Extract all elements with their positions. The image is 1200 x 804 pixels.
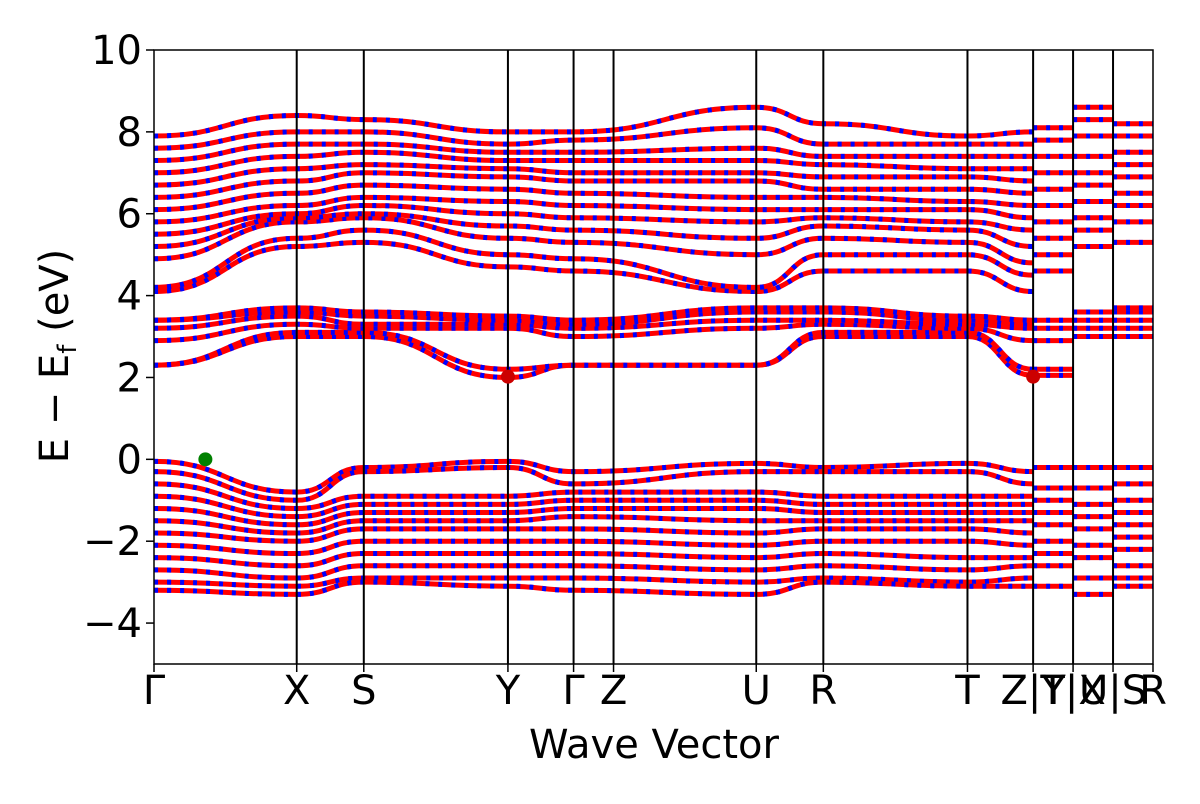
conduction-band-upper-9-down [153,149,1034,176]
x-tick-label: U|S [1079,668,1147,714]
conduction-band-upper-0-up [153,239,1034,295]
x-tick-label: Γ [143,668,166,714]
y-tick-label: 6 [117,192,142,238]
valence-band-8-down [153,550,1034,569]
plot-frame [153,49,1154,665]
conduction-band-upper-12-down [153,104,1034,139]
x-tick-label: X [283,668,310,714]
band-edge-markers [198,369,1041,467]
y-tick-label: 2 [117,355,142,401]
valence-band-6-down [153,526,1034,544]
x-tick-label: Z|Y [1000,668,1066,714]
valence-band-3-down [153,493,1034,520]
conduction-band-upper-2-down [153,215,1034,266]
y-tick-label: 4 [117,274,142,320]
kpoint-lines [295,50,1115,664]
conduction-band-lower-5-down [153,305,1034,323]
y-axis-label-subscript: f [53,344,83,354]
conduction-band-upper-10-down [153,141,1034,163]
valence-band-10-down [153,575,1034,589]
y-tick-label: −2 [83,519,142,565]
valence-band-9-down [153,563,1034,581]
conduction-band-upper-6-down [153,182,1034,213]
x-tick-label: T [954,668,980,714]
conduction-band-upper-11-down [153,125,1034,151]
y-axis-label: E − Ef (eV) [32,249,83,464]
conduction-band-upper-5-down [153,194,1034,225]
x-ticks: Γ X S Y Γ Z U R T Z|YT|XU|SR [143,664,1167,714]
y-tick-label: 8 [117,110,142,156]
conduction-band-lower-3-down [153,313,1034,331]
valence-band-5-down [153,514,1034,536]
conduction-band-upper-1-down [153,227,1034,290]
y-tick-label: 0 [117,437,142,483]
cbm-marker-1 [1026,369,1041,384]
x-tick-label: R [809,668,837,714]
valence-band-0-up [153,458,1034,495]
y-axis-label-main: E − E [32,354,78,464]
y-axis-label-unit: (eV) [32,249,78,345]
conduction-band-upper-0-down [153,239,1034,295]
x-tick-label: R [1139,668,1167,714]
conduction-band-upper-7-down [153,170,1034,200]
conduction-band-lower-0-up [153,333,1034,381]
valence-band-7-down [153,538,1034,557]
y-tick-label: −4 [83,601,142,647]
valence-band-11-down [153,579,1034,597]
conduction-band-upper-8-down [153,162,1034,188]
valence-band-4-down [153,505,1034,528]
plot-area-border [153,49,1154,665]
conduction-band-lower-0-down [153,333,1034,381]
x-axis-label: Wave Vector [529,722,780,768]
y-ticks: −4 −2 0 2 4 6 8 10 [83,28,154,647]
x-tick-label: T|X [1039,668,1105,714]
x-tick-label: Y [495,668,521,714]
svg-text:E − Ef (eV): E − Ef (eV) [32,249,83,464]
vbm-marker [198,452,213,467]
conduction-band-upper-4-down [153,202,1034,237]
y-tick-label: 10 [91,28,142,74]
x-tick-label: Γ [562,668,585,714]
x-tick-label: U [742,668,771,714]
x-tick-label: S [351,668,376,714]
valence-band-2-down [153,481,1034,512]
conduction-band-lower-2-down [153,321,1034,344]
cbm-marker-0 [500,369,515,384]
x-tick-label: Z [600,668,627,714]
bands-layer [153,104,1154,597]
conduction-band-lower-4-down [153,309,1034,327]
